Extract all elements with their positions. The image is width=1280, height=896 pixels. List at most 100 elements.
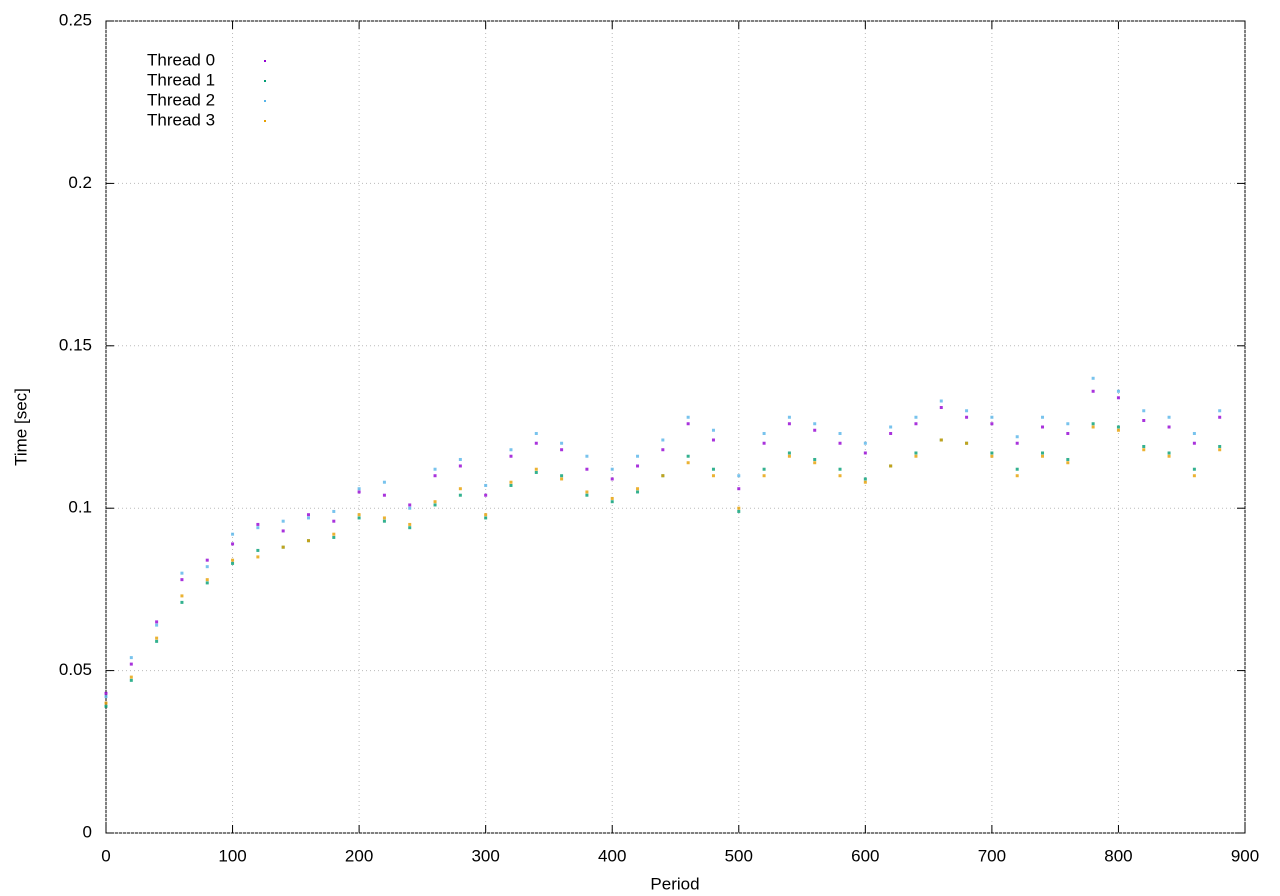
point [787,451,791,455]
point [1066,457,1070,461]
point [205,581,209,585]
legend-label: Thread 0 [147,50,215,69]
point [256,548,260,552]
point [509,480,513,484]
x-tick-label: 700 [978,846,1006,865]
point [281,545,285,549]
point [129,675,133,679]
point [636,487,640,491]
x-tick-label: 900 [1231,846,1259,865]
point [787,415,791,419]
point [636,490,640,494]
point [1218,444,1222,448]
point [560,477,564,481]
point [155,639,159,643]
point [509,454,513,458]
point [838,431,842,435]
point [787,454,791,458]
y-tick-label: 0.15 [59,335,92,354]
legend-label: Thread 3 [147,110,215,129]
point [1192,431,1196,435]
point [813,461,817,465]
point [661,448,665,452]
point [1066,461,1070,465]
point [585,493,589,497]
point [1218,448,1222,452]
point [484,513,488,517]
x-tick-label: 200 [345,846,373,865]
point [433,500,437,504]
legend-label: Thread 1 [147,70,215,89]
point [534,431,538,435]
point [256,555,260,559]
point [231,558,235,562]
point [838,441,842,445]
point [357,516,361,520]
point [155,636,159,640]
point [737,509,741,513]
point [813,428,817,432]
point [1041,454,1045,458]
point [585,467,589,471]
y-tick-label: 0.2 [68,173,92,192]
point [762,431,766,435]
point [1142,409,1146,413]
point [610,496,614,500]
point [990,451,994,455]
point [180,600,184,604]
point [863,451,867,455]
point [1142,419,1146,423]
point [433,503,437,507]
point [914,415,918,419]
point [1218,415,1222,419]
point [711,467,715,471]
point [357,487,361,491]
point [231,532,235,536]
point [433,467,437,471]
point [813,422,817,426]
point [636,464,640,468]
point [332,519,336,523]
point [382,493,386,497]
point [914,422,918,426]
point [560,441,564,445]
point [585,490,589,494]
point [1167,451,1171,455]
point [1116,425,1120,429]
point [762,467,766,471]
point [585,454,589,458]
point [686,454,690,458]
point [484,516,488,520]
point [560,474,564,478]
point [306,513,310,517]
point [433,474,437,478]
point [1167,425,1171,429]
point [914,454,918,458]
point [408,506,412,510]
point [382,480,386,484]
legend-swatch [264,120,266,122]
point [737,506,741,510]
point [1116,428,1120,432]
point [104,701,108,705]
point [1091,376,1095,380]
point [737,474,741,478]
point [180,571,184,575]
point [661,438,665,442]
point [1167,454,1171,458]
point [838,474,842,478]
point [1041,451,1045,455]
point [231,561,235,565]
legend-swatch [264,60,266,62]
point [939,438,943,442]
point [965,441,969,445]
y-axis-label: Time [sec] [11,388,30,466]
point [205,565,209,569]
point [1192,441,1196,445]
point [1218,409,1222,413]
point [787,422,791,426]
point [1015,435,1019,439]
point [1091,425,1095,429]
point [838,467,842,471]
point [281,519,285,523]
